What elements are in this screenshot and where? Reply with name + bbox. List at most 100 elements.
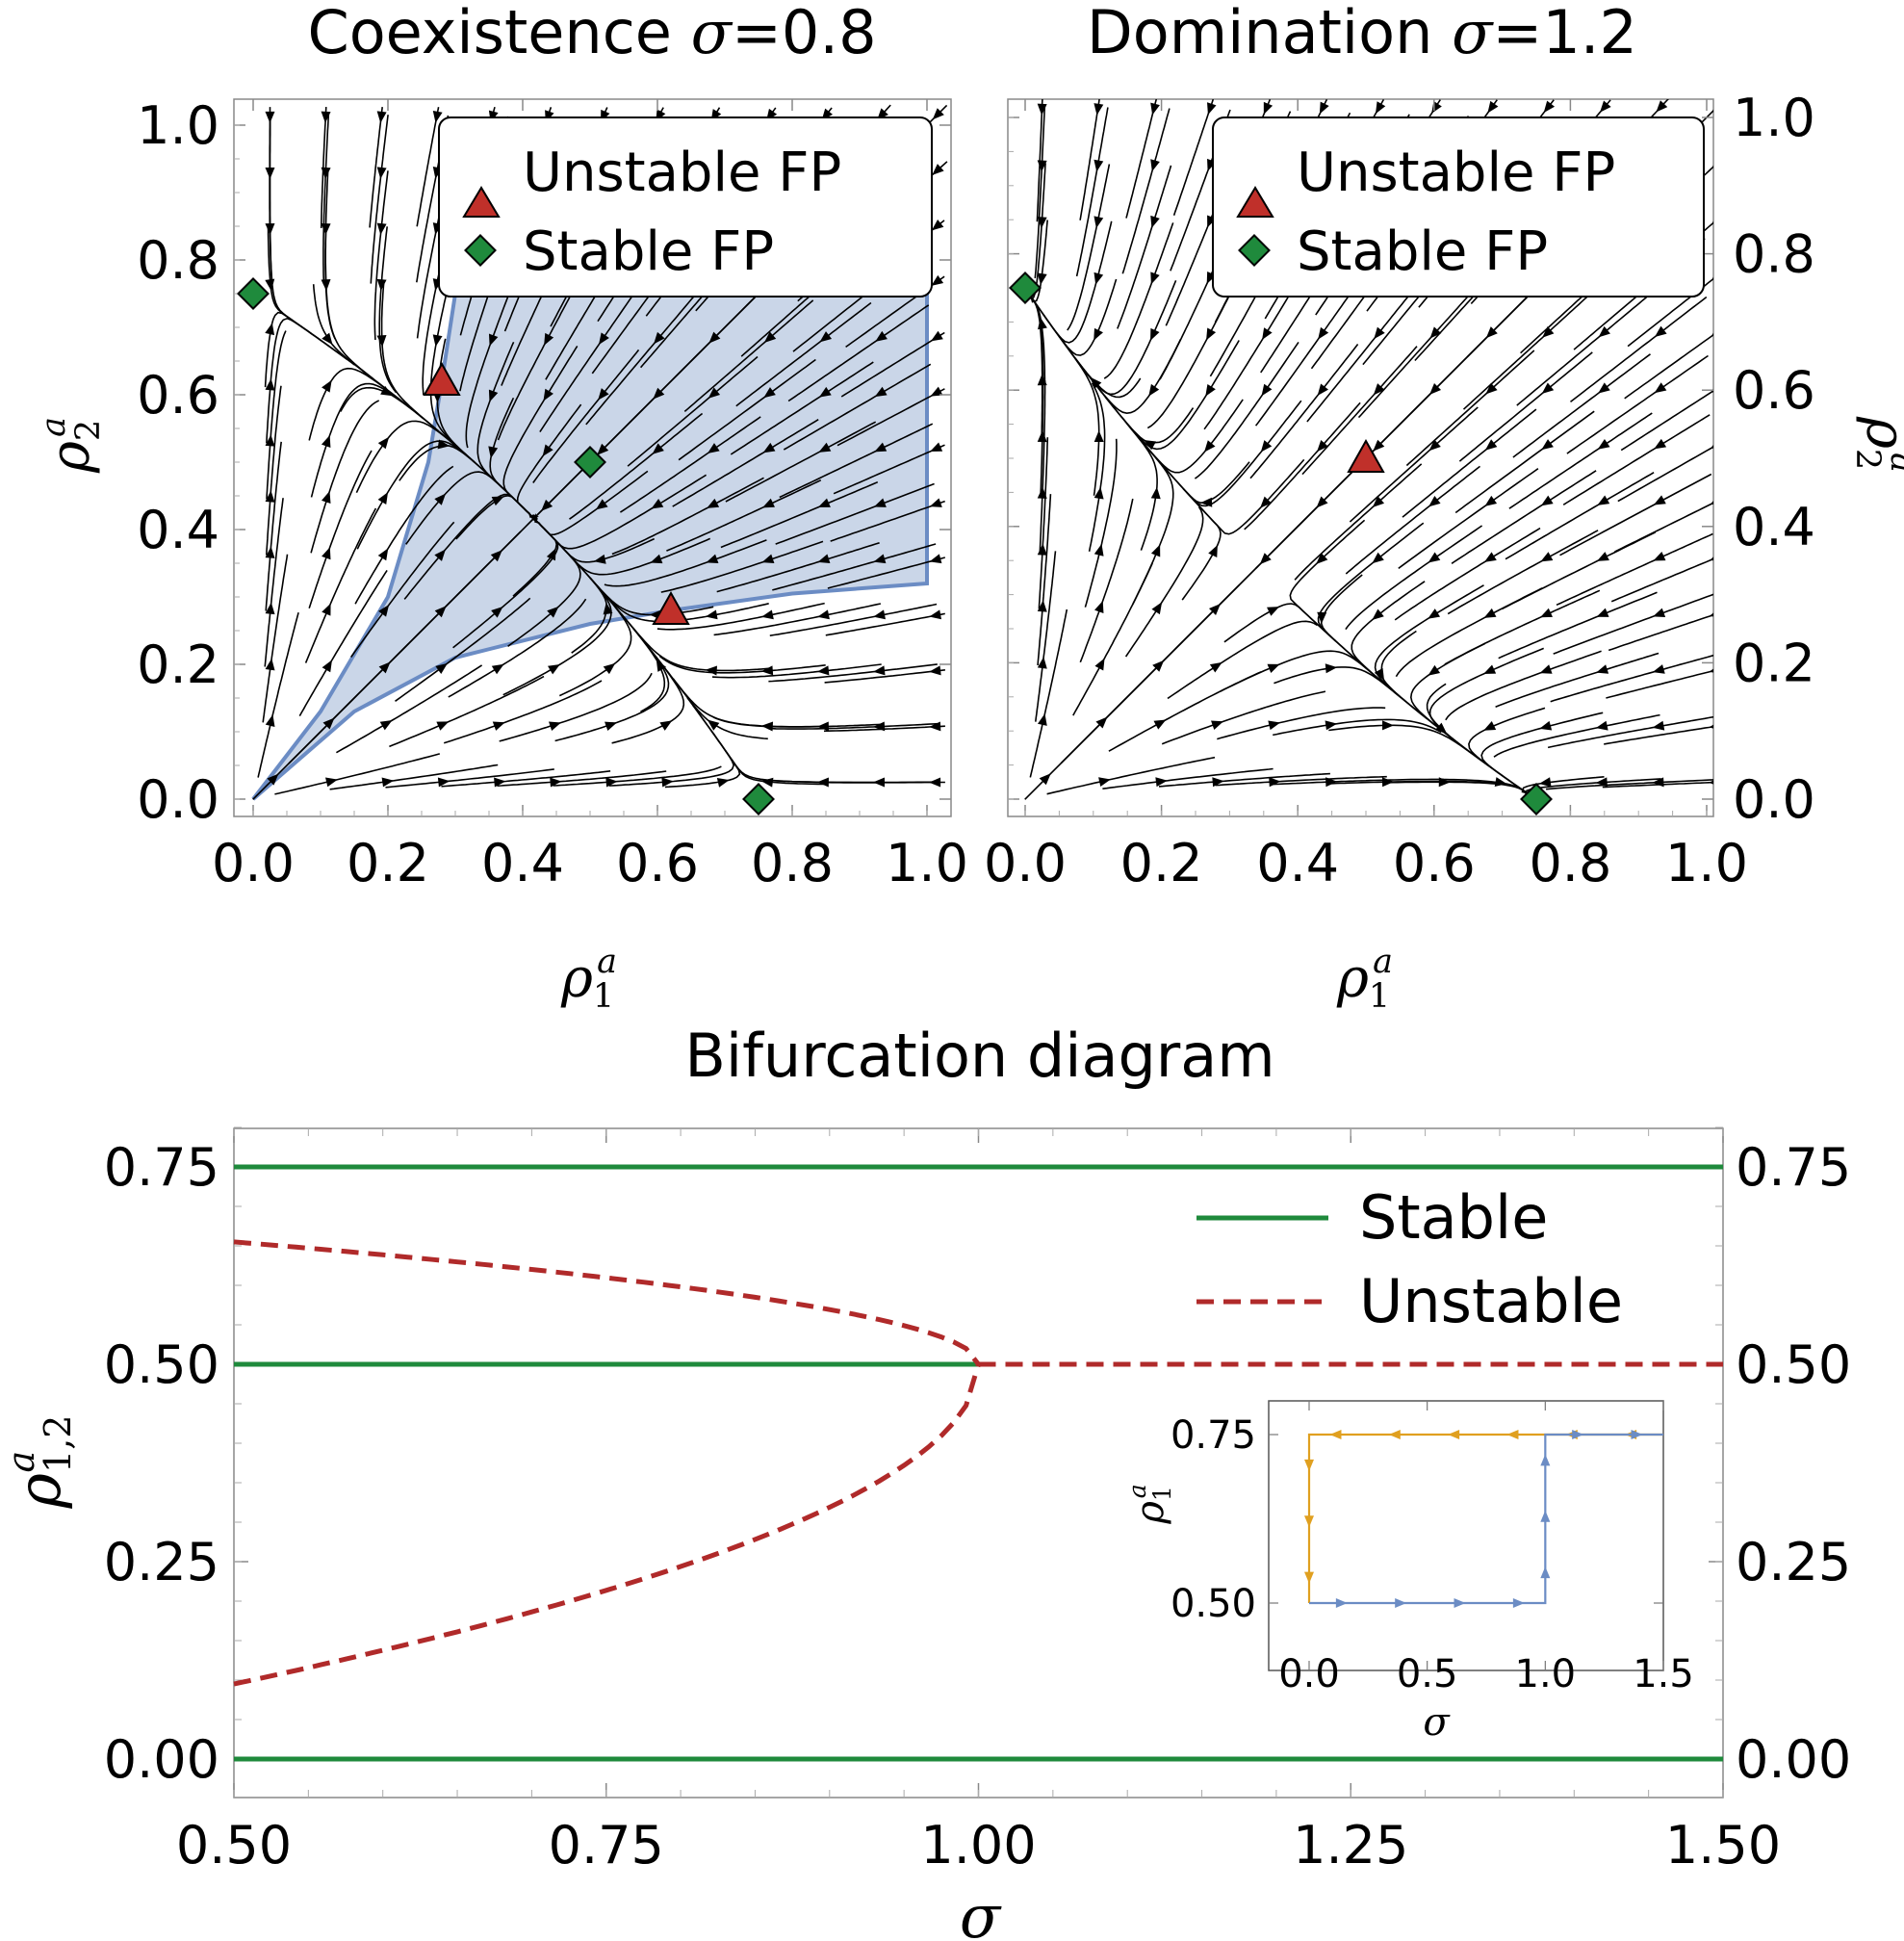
legend-stable-label: Stable FP [523,220,774,283]
stream-line [373,170,389,341]
y-tick-label: 0.2 [137,634,219,695]
stream-arrow [1375,101,1386,115]
stream-arrow [377,548,389,561]
stable-fixed-point [742,783,775,815]
inset-arrow [1448,1430,1460,1439]
panel-domination: Domination σ=1.2 0.0 0.2 0.4 0.6 0.8 1.00.00.… [984,0,1904,1016]
stream-arrow [763,331,777,343]
stream-arrow [1150,215,1160,228]
stream-line [725,421,877,503]
stream-arrow [1428,664,1441,676]
y-tick-label: 0.4 [137,500,219,560]
stream-arrow [1711,276,1713,281]
panel-a-ticks: 0.0 0.2 0.4 0.6 0.8 1.0 0.0 0.2 0.4 0.6 0.8 1.0 [137,95,968,893]
stream-arrow [1208,603,1222,616]
stream-arrow [550,777,562,788]
stream-arrow [929,777,941,788]
stream-arrow [1094,272,1104,285]
stream-arrow [547,606,559,618]
stream-line [370,115,389,284]
stream-line [658,655,826,674]
stream-arrow [1374,667,1385,681]
stream-line [1167,620,1318,700]
stream-arrow [1037,272,1047,286]
stream-line [385,768,554,789]
stream-arrow [378,661,391,674]
stream-arrow [932,164,944,175]
stream-line [1046,756,1216,795]
stream-line [312,284,415,412]
stream-arrow [377,436,390,450]
stream-arrow [816,665,830,676]
stream-arrow [265,602,275,615]
stream-line [672,419,819,507]
y-tick-label: 0.4 [1733,497,1815,557]
stream-line [489,397,534,519]
stream-arrow [1429,326,1442,339]
bifurcation-xlabel: σ [960,1881,1002,1941]
stream-line [1088,382,1106,552]
stream-line [1405,349,1535,467]
stream-arrow [605,721,618,732]
panel-b-ylabel: ρ2a [1849,416,1904,473]
stream-arrow [651,499,664,509]
legend-unstable-label: Unstable FP [523,142,841,204]
unstable-fixed-point [423,361,461,396]
x-tick-label: 0.2 [1120,833,1203,893]
stream-line [1289,519,1366,642]
stream-arrow [1709,724,1713,729]
inset-arrow [1454,1598,1466,1608]
stream-line [267,225,347,360]
stream-arrow [1211,720,1224,730]
y-tick-label-left: 0.75 [104,1137,219,1198]
stream-line [1602,781,1713,789]
stream-line [1102,767,1274,789]
stream-arrow [265,323,275,336]
stream-arrow [492,721,505,731]
stream-line [1125,399,1244,474]
stream-arrow [1037,486,1047,499]
legend-unstable-label: Unstable [1359,1266,1623,1336]
stream-arrow [434,493,447,505]
inset-x-tick-label: 1.5 [1633,1652,1694,1696]
stream-line [783,363,932,451]
stream-line [354,465,454,605]
basin-fill [253,294,927,799]
stream-arrow [325,777,338,788]
stream-arrow [1267,607,1280,616]
inset-x-tick-label: 1.0 [1515,1652,1577,1696]
stream-arrow [932,108,944,120]
stream-arrow [543,388,553,401]
stream-arrow [707,719,720,731]
stream-arrow [378,605,390,617]
y-tick-label: 0.6 [137,365,219,426]
stream-line [666,479,822,552]
stream-line [1161,690,1326,745]
stream-line [1131,340,1240,451]
stream-arrow [1205,383,1216,397]
stream-arrow [1483,664,1497,674]
stream-arrow [1598,325,1610,338]
stream-line [1357,289,1475,419]
stream-line [1566,354,1709,454]
stream-line [1444,589,1601,665]
stream-line [533,518,656,563]
unstable-fixed-point [1347,438,1385,473]
inset-ylabel: ρ1a [1123,1484,1176,1524]
stream-line [497,770,667,787]
stream-arrow [322,660,332,673]
stream-arrow [1094,216,1104,229]
stream-line [683,299,814,413]
stream-arrow [817,554,831,564]
stream-line [775,482,935,545]
stream-arrow [1037,657,1047,669]
inset-arrow [1540,1454,1551,1466]
stream-arrow [491,663,504,675]
inset-lines [1304,1430,1663,1608]
stream-arrow [659,720,673,731]
stream-arrow [1484,439,1498,451]
stream-line [532,470,649,536]
stream-arrow [605,777,618,788]
stream-line [465,285,513,449]
panel-a-xlabel: ρ1a [560,943,617,1016]
